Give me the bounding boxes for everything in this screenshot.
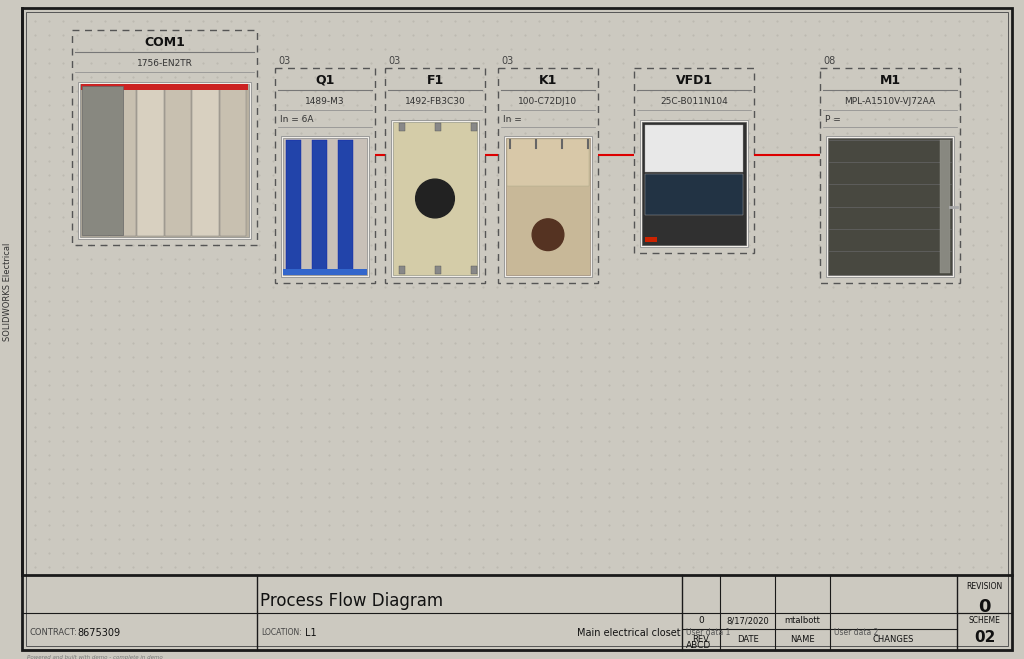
Text: 8/17/2020: 8/17/2020 <box>726 616 769 625</box>
Text: M1: M1 <box>880 74 900 86</box>
Bar <box>81 84 248 90</box>
Text: F1: F1 <box>426 74 443 86</box>
Bar <box>219 85 246 236</box>
Circle shape <box>532 219 564 250</box>
Bar <box>82 85 109 236</box>
Bar <box>283 269 367 275</box>
Bar <box>435 266 441 274</box>
Bar <box>645 125 743 172</box>
Text: 1492-FB3C30: 1492-FB3C30 <box>404 96 465 105</box>
Text: K1: K1 <box>539 74 557 86</box>
Text: 1756-EN2TR: 1756-EN2TR <box>136 59 193 67</box>
Text: 100-C72DJ10: 100-C72DJ10 <box>518 96 578 105</box>
Text: 08: 08 <box>823 56 836 66</box>
Text: Q1: Q1 <box>315 74 335 86</box>
Bar <box>940 140 950 273</box>
Bar <box>78 82 251 239</box>
Bar <box>275 68 375 283</box>
Text: In =: In = <box>503 115 522 125</box>
Text: 8675309: 8675309 <box>77 628 120 638</box>
Text: VFD1: VFD1 <box>676 74 713 86</box>
Bar <box>507 139 589 186</box>
Text: 03: 03 <box>388 56 400 66</box>
Bar <box>634 68 754 253</box>
Bar <box>399 123 406 131</box>
Bar <box>506 138 590 275</box>
Bar <box>283 138 367 275</box>
Bar <box>281 136 369 277</box>
Bar <box>110 85 136 236</box>
Text: 02: 02 <box>974 631 995 646</box>
Text: SCHEME: SCHEME <box>969 616 1000 625</box>
Text: User data 2: User data 2 <box>834 628 879 637</box>
Text: MPL-A1510V-VJ72AA: MPL-A1510V-VJ72AA <box>845 96 936 105</box>
Text: Process Flow Diagram: Process Flow Diagram <box>260 592 443 610</box>
Text: L1: L1 <box>305 628 316 638</box>
Bar <box>642 122 746 245</box>
Bar <box>645 174 743 215</box>
Bar <box>80 84 249 237</box>
Text: SOLIDWORKS Electrical: SOLIDWORKS Electrical <box>3 243 12 341</box>
Bar <box>826 136 954 277</box>
Bar <box>640 120 748 247</box>
Bar <box>193 85 218 236</box>
Bar <box>0 8 22 575</box>
Bar <box>645 237 657 242</box>
Bar <box>137 85 164 236</box>
Bar <box>471 266 477 274</box>
Bar <box>338 140 353 273</box>
Text: Powered and built with demo - complete in demo: Powered and built with demo - complete i… <box>27 655 163 659</box>
Text: mtalbott: mtalbott <box>784 616 820 625</box>
Text: NAME: NAME <box>791 635 815 644</box>
Bar <box>393 122 477 275</box>
Text: 1489-M3: 1489-M3 <box>305 96 345 105</box>
Text: ABCD: ABCD <box>686 641 712 650</box>
Text: 25C-B011N104: 25C-B011N104 <box>660 96 728 105</box>
Bar <box>82 86 123 235</box>
Circle shape <box>416 179 455 218</box>
Text: REVISION: REVISION <box>967 582 1002 590</box>
Bar <box>391 120 479 277</box>
Text: LOCATION:: LOCATION: <box>261 628 302 637</box>
Bar <box>504 136 592 277</box>
Bar <box>165 85 191 236</box>
Text: DATE: DATE <box>736 635 759 644</box>
Text: 03: 03 <box>501 56 513 66</box>
Text: CONTRACT:: CONTRACT: <box>30 628 78 637</box>
Text: REV.: REV. <box>692 635 711 644</box>
Bar <box>72 30 257 245</box>
Bar <box>286 140 301 273</box>
Text: CHANGES: CHANGES <box>872 635 914 644</box>
Bar <box>828 138 952 275</box>
Text: User data 1: User data 1 <box>686 628 730 637</box>
Bar <box>399 266 406 274</box>
Text: 03: 03 <box>278 56 290 66</box>
Text: 0: 0 <box>978 598 991 616</box>
Text: In = 6A: In = 6A <box>280 115 313 125</box>
Bar <box>385 68 485 283</box>
Bar <box>312 140 328 273</box>
Text: P =: P = <box>825 115 841 125</box>
Bar <box>22 575 1012 650</box>
Text: Main electrical closet: Main electrical closet <box>578 628 681 638</box>
Text: COM1: COM1 <box>144 36 185 49</box>
Bar <box>498 68 598 283</box>
Bar <box>471 123 477 131</box>
Bar <box>820 68 961 283</box>
Text: 0: 0 <box>698 616 703 625</box>
Bar <box>435 123 441 131</box>
